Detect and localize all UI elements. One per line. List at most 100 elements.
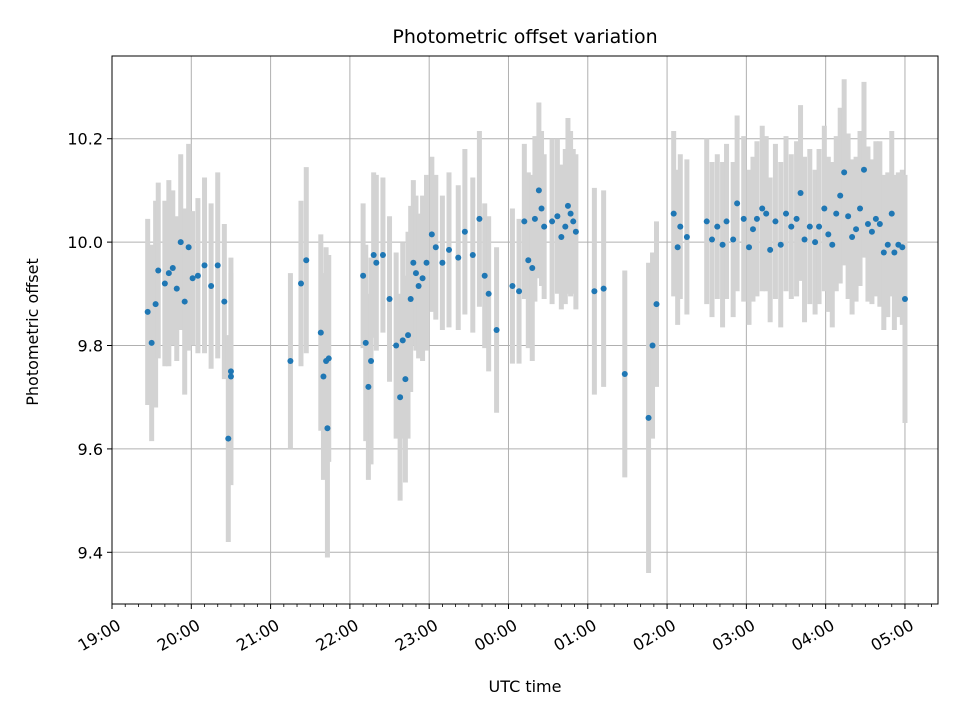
data-point: [734, 200, 741, 207]
data-point: [825, 231, 832, 238]
data-point: [535, 187, 542, 194]
data-point: [812, 239, 819, 246]
data-point: [185, 244, 192, 251]
data-point: [783, 210, 790, 217]
data-point: [402, 376, 409, 383]
data-point: [821, 205, 828, 212]
data-point: [645, 414, 652, 421]
y-tick-label: 9.6: [78, 440, 103, 459]
data-point: [538, 205, 545, 212]
data-point: [572, 228, 579, 235]
data-point: [670, 210, 677, 217]
data-point: [493, 327, 500, 333]
data-point: [152, 301, 159, 308]
y-tick-label: 9.8: [78, 337, 103, 356]
data-point: [446, 246, 453, 253]
data-point: [509, 283, 516, 290]
data-point: [570, 218, 577, 225]
data-point: [749, 226, 756, 233]
data-point: [370, 252, 377, 259]
data-point: [860, 166, 867, 173]
data-point: [562, 223, 569, 230]
data-point: [763, 210, 770, 217]
data-point: [423, 259, 430, 266]
plot-frame: [111, 55, 939, 605]
data-point: [567, 210, 574, 217]
data-point: [683, 233, 690, 240]
data-point: [714, 223, 721, 230]
data-point: [797, 190, 804, 196]
data-point: [365, 383, 372, 390]
data-point: [806, 223, 813, 230]
data-point: [723, 218, 730, 225]
data-point: [399, 337, 406, 344]
data-point: [469, 252, 476, 259]
data-point: [868, 228, 875, 235]
data-point: [703, 218, 710, 225]
data-point: [600, 285, 607, 292]
data-points: [144, 166, 908, 442]
data-point: [753, 215, 760, 222]
data-point: [719, 241, 726, 248]
data-point: [554, 213, 561, 220]
data-point: [730, 236, 737, 243]
data-point: [529, 264, 536, 271]
data-point: [455, 254, 462, 261]
data-point: [485, 290, 492, 297]
data-point: [801, 236, 808, 243]
y-tick-label: 9.4: [78, 543, 103, 562]
data-point: [428, 231, 435, 238]
data-point: [225, 435, 232, 442]
data-point: [857, 205, 864, 212]
grid: [111, 56, 938, 604]
data-point: [759, 205, 766, 212]
y-axis-ticks: 9.4 9.6 9.8 10.0 10.2: [67, 130, 112, 562]
data-point: [165, 270, 172, 277]
data-point: [214, 262, 221, 269]
data-point: [772, 218, 779, 225]
data-point: [410, 259, 417, 266]
data-point: [521, 218, 528, 225]
data-point: [481, 272, 488, 279]
data-point: [407, 295, 414, 302]
y-tick-label: 10.0: [67, 233, 103, 252]
y-axis-label: Photometric offset: [23, 258, 42, 406]
data-point: [876, 221, 883, 228]
data-point: [297, 280, 304, 287]
data-point: [891, 249, 898, 256]
data-point: [591, 288, 598, 295]
data-point: [872, 215, 879, 222]
data-point: [564, 202, 571, 209]
data-point: [677, 223, 684, 230]
data-point: [201, 262, 208, 269]
data-point: [674, 244, 681, 251]
chart-title: Photometric offset variation: [392, 26, 657, 48]
data-point: [415, 283, 422, 290]
data-point: [653, 301, 660, 308]
data-point: [287, 358, 294, 365]
data-point: [777, 241, 784, 248]
x-axis-label: UTC time: [489, 677, 562, 696]
data-point: [864, 221, 871, 228]
data-point: [227, 368, 234, 375]
data-point: [303, 257, 310, 264]
data-point: [884, 241, 891, 248]
data-point: [227, 373, 234, 380]
data-point: [325, 355, 332, 362]
data-point: [829, 241, 836, 248]
data-point: [317, 329, 324, 336]
data-point: [849, 233, 856, 240]
data-point: [161, 280, 168, 287]
data-point: [476, 215, 483, 222]
data-point: [549, 218, 556, 225]
data-point: [767, 246, 774, 253]
data-point: [397, 394, 404, 401]
data-point: [221, 298, 228, 305]
data-point: [208, 283, 215, 290]
data-point: [525, 257, 532, 264]
data-point: [833, 210, 840, 217]
data-point: [837, 192, 844, 199]
data-point: [845, 213, 852, 220]
data-point: [439, 259, 446, 266]
